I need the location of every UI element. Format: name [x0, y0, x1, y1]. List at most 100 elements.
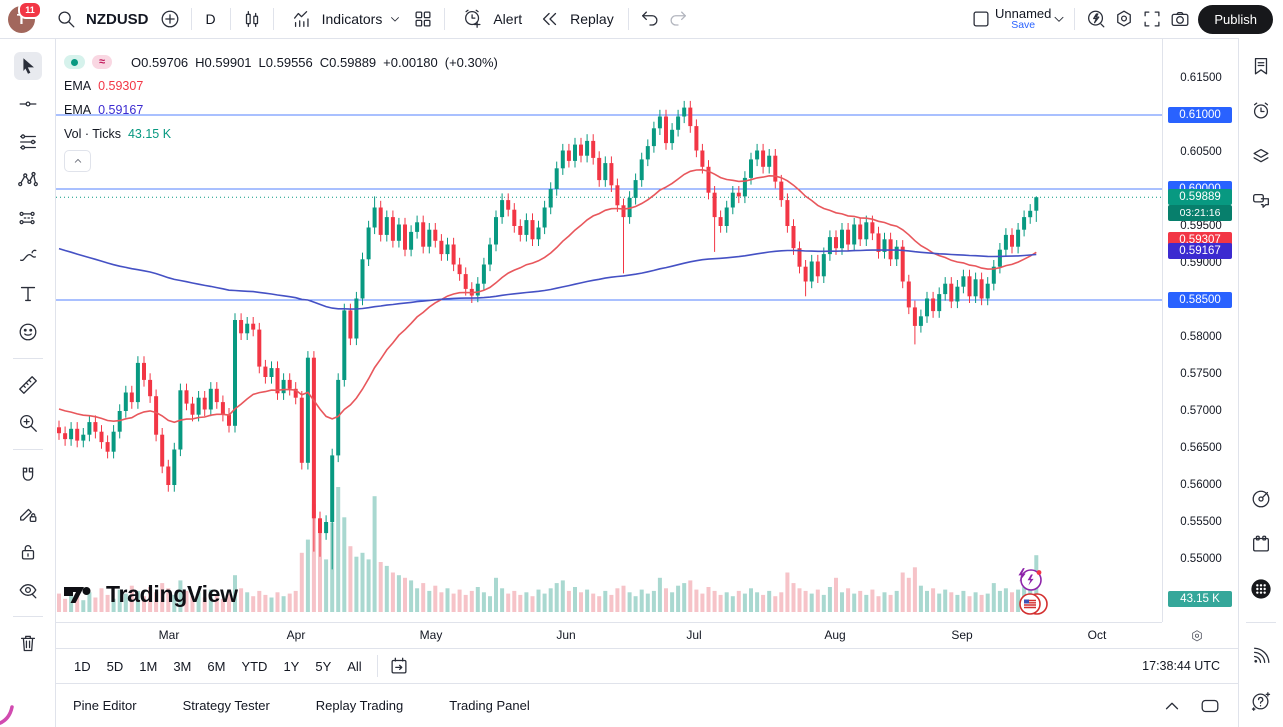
- time-axis-month[interactable]: Oct: [1087, 628, 1107, 642]
- lock-tool-icon[interactable]: [14, 538, 42, 566]
- layout-box-icon[interactable]: [967, 5, 995, 33]
- legend-ema1-row[interactable]: EMA 0.59307: [64, 74, 505, 98]
- chart-style-icon[interactable]: [238, 5, 266, 33]
- divider: [627, 8, 629, 30]
- price-chart-svg[interactable]: [56, 38, 1162, 622]
- trash-tool-icon[interactable]: [14, 629, 42, 657]
- time-axis-month[interactable]: Jun: [556, 628, 576, 642]
- time-axis-month[interactable]: Aug: [824, 628, 846, 642]
- templates-grid-icon[interactable]: [409, 5, 437, 33]
- user-avatar[interactable]: T 11: [8, 0, 42, 33]
- save-link[interactable]: Save: [1011, 19, 1036, 32]
- alerts-icon[interactable]: [1247, 97, 1275, 125]
- panel-expand-chevron-icon[interactable]: [1158, 692, 1186, 720]
- change-value: +0.00180: [383, 54, 438, 70]
- volume-value: 43.15 K: [127, 127, 172, 141]
- timeframe-all[interactable]: All: [347, 658, 362, 674]
- price-axis[interactable]: 0.61500 0.60500 0.59500 0.59000 0.58000 0.575…: [1162, 38, 1239, 642]
- apps-grid-icon[interactable]: [1247, 575, 1275, 603]
- change-percent: (+0.30%): [444, 54, 498, 70]
- tab-pine-editor[interactable]: Pine Editor: [73, 698, 137, 713]
- tab-strategy-tester[interactable]: Strategy Tester: [182, 698, 270, 713]
- tradingview-watermark: TradingView: [64, 581, 238, 608]
- time-axis-month[interactable]: May: [419, 628, 443, 642]
- brush-tool-icon[interactable]: [14, 242, 42, 270]
- calendar-icon[interactable]: [1247, 530, 1275, 558]
- go-to-date-icon[interactable]: [385, 652, 413, 680]
- undo-icon[interactable]: [636, 5, 664, 33]
- tradingview-logo-icon: [64, 586, 91, 603]
- time-axis-month[interactable]: Apr: [286, 628, 306, 642]
- chart-canvas[interactable]: [56, 38, 1162, 622]
- legend-ohlc-row[interactable]: ≈ O0.59706 H0.59901 L0.59556 C0.59889 +0.001…: [64, 50, 505, 74]
- panel-maximize-icon[interactable]: [1196, 692, 1224, 720]
- market-status-pill[interactable]: [64, 55, 85, 69]
- interval-button[interactable]: D: [199, 4, 223, 34]
- draw-lock-tool-icon[interactable]: [14, 500, 42, 528]
- corner-decoration: [0, 705, 14, 725]
- cursor-tool-icon[interactable]: [13, 52, 42, 80]
- help-icon[interactable]: [1247, 687, 1275, 715]
- last-price-badge: 0.59889: [1168, 189, 1232, 206]
- xabcd-pattern-tool-icon[interactable]: [14, 166, 42, 194]
- time-axis-month[interactable]: Jul: [686, 628, 702, 642]
- text-tool-icon[interactable]: [14, 280, 42, 308]
- layout-save[interactable]: Unnamed Save: [995, 7, 1051, 32]
- axis-settings-gear-icon[interactable]: [1189, 628, 1205, 644]
- emoji-tool-icon[interactable]: [14, 318, 42, 346]
- legend-collapse-button[interactable]: [64, 150, 91, 172]
- timeframe-5d[interactable]: 5D: [106, 658, 124, 674]
- screener-icon[interactable]: [1247, 485, 1275, 513]
- timeframe-3m[interactable]: 3M: [173, 658, 192, 674]
- magnet-tool-icon[interactable]: [14, 462, 42, 490]
- search-icon: [52, 5, 80, 33]
- trend-line-tool-icon[interactable]: [14, 90, 42, 118]
- time-axis-month[interactable]: Sep: [951, 628, 973, 642]
- timeframe-ytd[interactable]: YTD: [241, 658, 268, 674]
- tab-replay-trading[interactable]: Replay Trading: [315, 698, 404, 713]
- time-axis-month[interactable]: Mar: [158, 628, 180, 642]
- timeframe-1d[interactable]: 1D: [74, 658, 91, 674]
- timeframe-5y[interactable]: 5Y: [315, 658, 332, 674]
- legend-volume-row[interactable]: Vol · Ticks 43.15 K: [64, 122, 505, 146]
- chevron-down-icon[interactable]: [1051, 5, 1067, 33]
- fib-lines-tool-icon[interactable]: [14, 128, 42, 156]
- watchlist-icon[interactable]: [1247, 52, 1275, 80]
- volume-axis-badge: 43.15 K: [1168, 591, 1232, 607]
- indicators-button[interactable]: Indicators: [281, 4, 410, 34]
- bar-countdown-badge: 03:21:16: [1168, 205, 1232, 222]
- data-feed-icon[interactable]: [1247, 642, 1275, 670]
- time-axis[interactable]: Mar Apr May Jun Jul Aug Sep Oct: [56, 622, 1162, 649]
- divider: [272, 8, 274, 30]
- symbol-search-button[interactable]: NZDUSD: [45, 4, 156, 34]
- status-clock[interactable]: 17:38:44 UTC: [1142, 659, 1220, 673]
- price-level-badge[interactable]: 0.61000: [1168, 107, 1232, 123]
- chat-icon[interactable]: [1247, 187, 1275, 215]
- zoom-in-tool-icon[interactable]: [14, 409, 42, 437]
- eye-off-tool-icon[interactable]: [14, 576, 42, 604]
- object-tree-icon[interactable]: [1247, 142, 1275, 170]
- projection-tool-icon[interactable]: [14, 204, 42, 232]
- timeframe-1m[interactable]: 1M: [139, 658, 158, 674]
- timeframe-6m[interactable]: 6M: [207, 658, 226, 674]
- fullscreen-icon[interactable]: [1138, 5, 1166, 33]
- chart-pane[interactable]: ≈ O0.59706 H0.59901 L0.59556 C0.59889 +0.001…: [56, 38, 1162, 622]
- settings-gear-icon[interactable]: [1110, 5, 1138, 33]
- indicators-icon: [288, 5, 316, 33]
- publish-button[interactable]: Publish: [1198, 4, 1273, 34]
- replay-button[interactable]: Replay: [529, 4, 621, 34]
- legend-ema2-row[interactable]: EMA 0.59167: [64, 98, 505, 122]
- quick-search-icon[interactable]: [1082, 5, 1110, 33]
- symbol-name: NZDUSD: [86, 10, 149, 28]
- timeframe-1y[interactable]: 1Y: [283, 658, 300, 674]
- fakeout-pill[interactable]: ≈: [92, 55, 113, 69]
- price-level-badge[interactable]: 0.58500: [1168, 292, 1232, 308]
- event-flag-icon: [1019, 593, 1048, 615]
- compare-add-icon[interactable]: [156, 5, 184, 33]
- ruler-tool-icon[interactable]: [14, 371, 42, 399]
- alert-button[interactable]: Alert: [452, 4, 529, 34]
- redo-icon[interactable]: [664, 5, 692, 33]
- tab-trading-panel[interactable]: Trading Panel: [449, 698, 530, 713]
- price-axis-label: 0.56500: [1180, 442, 1222, 454]
- snapshot-camera-icon[interactable]: [1166, 5, 1194, 33]
